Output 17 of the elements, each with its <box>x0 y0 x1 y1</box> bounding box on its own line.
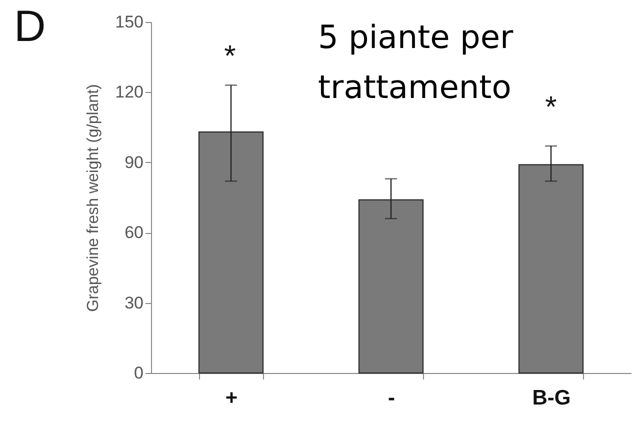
bar <box>518 164 584 374</box>
y-axis-title: Grapevine fresh weight (g/plant) <box>85 84 102 312</box>
y-tick-label: 150 <box>115 12 144 32</box>
y-tick-label: 30 <box>124 293 144 312</box>
bar <box>358 199 424 374</box>
annotation: * <box>224 40 236 73</box>
x-tick-label: B-G <box>532 386 571 410</box>
y-tick-label: 0 <box>134 364 144 382</box>
y-tick-label: 60 <box>124 223 144 242</box>
x-tick-label: + <box>225 386 238 410</box>
annotation: 5 piante per trattamento <box>318 18 514 106</box>
y-tick-label: 90 <box>124 152 144 172</box>
bar <box>198 131 264 374</box>
y-tick-label: 120 <box>115 82 144 102</box>
x-tick-label: - <box>388 386 395 410</box>
text: D <box>14 2 46 51</box>
annotation: * <box>545 91 558 124</box>
